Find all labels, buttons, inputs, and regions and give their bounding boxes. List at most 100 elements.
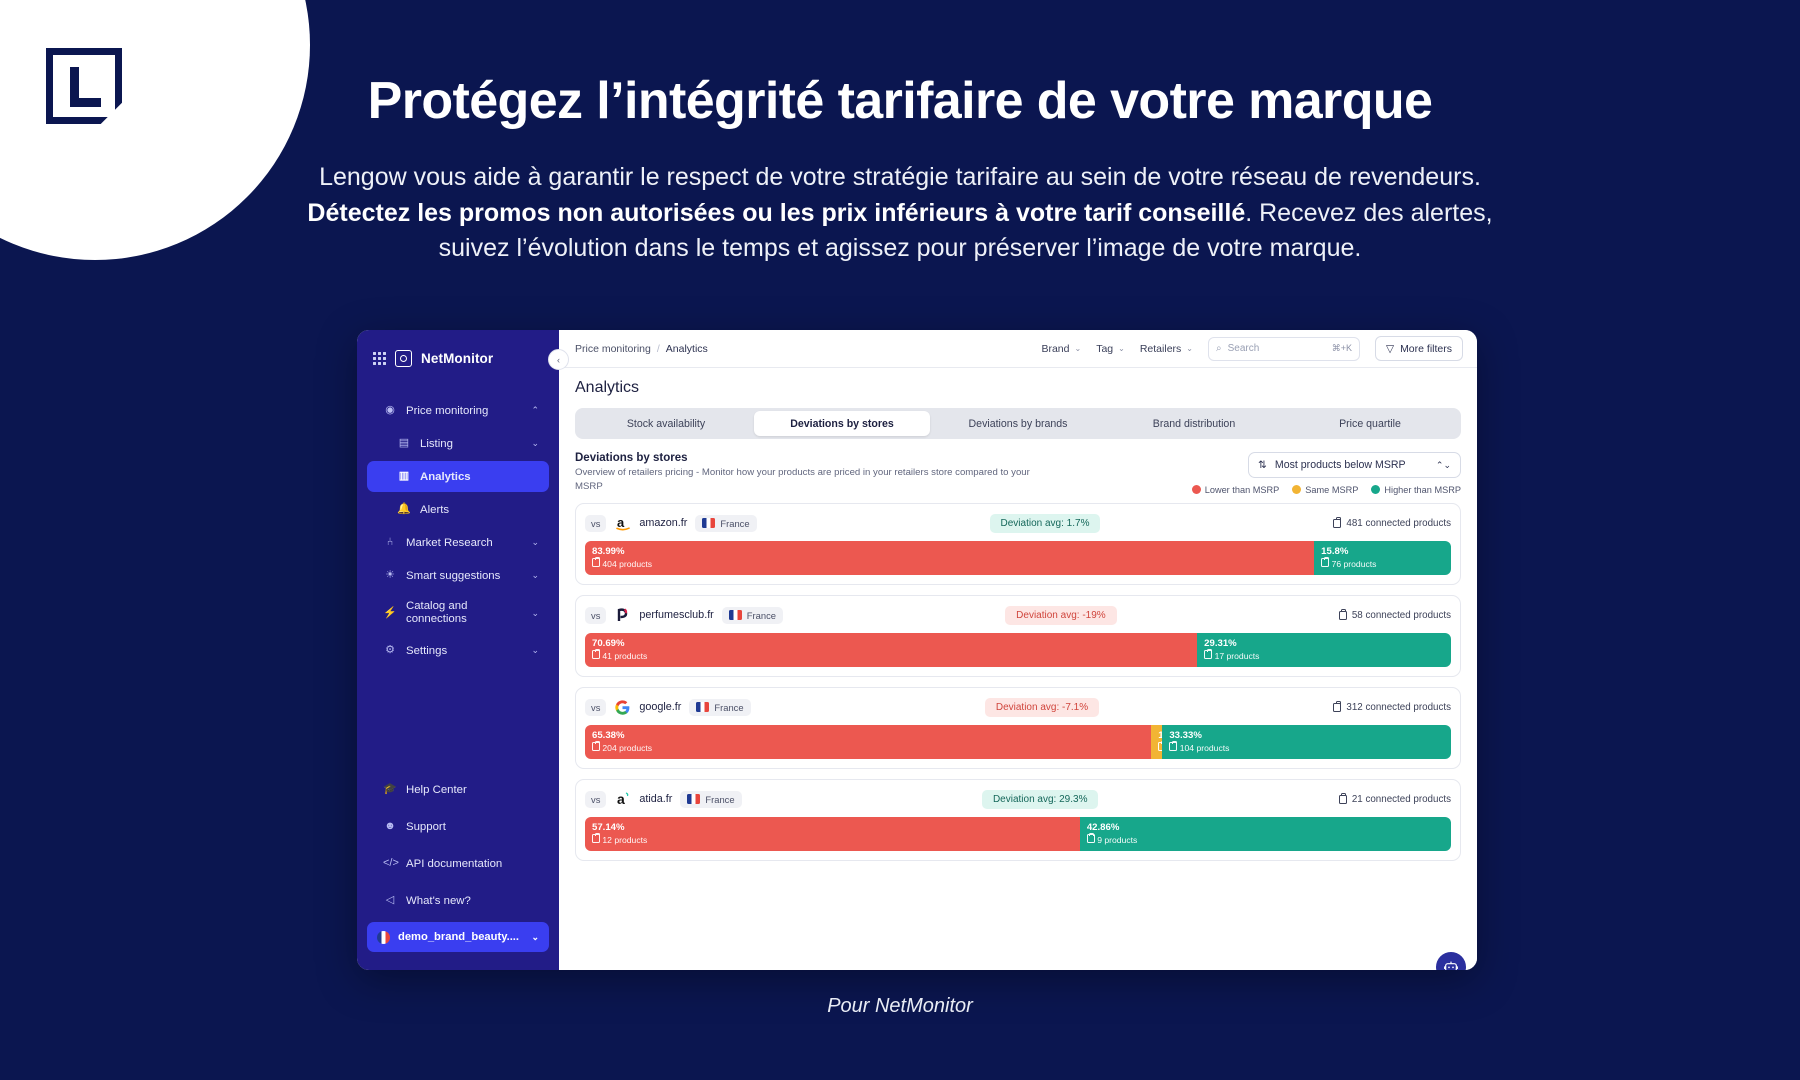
breadcrumb: Price monitoring / Analytics xyxy=(575,343,708,355)
graduation-cap-icon: 🎓 xyxy=(383,783,397,795)
megaphone-icon: ◁ xyxy=(385,894,395,906)
deviation-badge: Deviation avg: 29.3% xyxy=(981,789,1099,809)
filter-brand[interactable]: Brand ⌄ xyxy=(1041,343,1081,355)
chevron-down-icon[interactable]: ⌄ xyxy=(531,607,539,618)
segment-count-label: 41 products xyxy=(602,651,648,662)
tab-brand-distribution[interactable]: Brand distribution xyxy=(1152,417,1236,430)
segment-count: 17 products xyxy=(1204,648,1451,662)
sidebar-item-listing[interactable]: ▤ Listing ⌄ xyxy=(367,428,549,459)
chevron-up-icon[interactable]: ⌃ xyxy=(531,405,539,415)
chatbot-fab[interactable] xyxy=(1436,952,1466,970)
bag-icon xyxy=(592,556,600,568)
sidebar-item-api-documentation[interactable]: </> API documentation xyxy=(367,848,549,879)
france-flag-icon xyxy=(696,702,710,712)
segment-percent: 57.14% xyxy=(592,822,625,834)
bar-segment-higher[interactable]: 29.31% 17 products xyxy=(1197,633,1451,667)
sidebar-item-label: Support xyxy=(406,820,446,833)
deviation-bar: 70.69% 41 products 29.31% 17 products xyxy=(585,633,1451,667)
sidebar-item-support[interactable]: ☻ Support xyxy=(367,811,549,842)
search-input[interactable]: ⌕ Search ⌘+K xyxy=(1207,336,1360,361)
sidebar-item-smart-suggestions[interactable]: ☀ Smart suggestions ⌄ xyxy=(367,560,549,591)
topbar-controls: Brand ⌄ Tag ⌄ Retailers ⌄ ⌕ Search ⌘+K xyxy=(1041,336,1463,361)
retailer-card[interactable]: vs google.fr France Deviation avg: -7.1%… xyxy=(575,687,1461,769)
tab-stock-availability[interactable]: Stock availability xyxy=(626,417,706,430)
tab-price-quartile[interactable]: Price quartile xyxy=(1339,417,1401,430)
sidebar-item-label: Catalog and connections xyxy=(406,599,468,625)
sidebar-brand[interactable]: NetMonitor xyxy=(357,330,559,387)
bar-segment-lower[interactable]: 57.14% 12 products xyxy=(585,817,1080,851)
filter-tag[interactable]: Tag ⌄ xyxy=(1096,343,1125,355)
bar-segment-higher[interactable]: 42.86% 9 products xyxy=(1079,817,1451,851)
retailer-name: google.fr xyxy=(639,701,682,713)
retailer-card[interactable]: vs perfumesclub.fr France Deviation avg:… xyxy=(575,595,1461,677)
chevron-down-icon[interactable]: ⌄ xyxy=(531,570,539,580)
legend-swatch-same xyxy=(1292,485,1302,494)
filter-brand-label: Brand xyxy=(1041,342,1070,355)
app-grid-icon[interactable] xyxy=(373,352,386,365)
hero-section: Protégez l’intégrité tarifaire de votre … xyxy=(0,0,1800,267)
connected-products-label: 21 connected products xyxy=(1351,793,1451,805)
sidebar-item-label: Analytics xyxy=(420,470,471,483)
more-filters-label: More filters xyxy=(1400,342,1452,355)
chevron-down-icon[interactable]: ⌄ xyxy=(531,438,539,448)
bar-segment-lower[interactable]: 65.38% 204 products xyxy=(585,725,1152,759)
chart-legend: Lower than MSRP Same MSRP Higher than MS… xyxy=(1191,485,1461,495)
bolt-icon: ⚡ xyxy=(383,606,397,619)
topbar: Price monitoring / Analytics Brand ⌄ Tag… xyxy=(559,330,1477,368)
bag-icon xyxy=(592,648,600,660)
filter-retailers[interactable]: Retailers ⌄ xyxy=(1140,343,1193,355)
sidebar-nav: ◉ Price monitoring ⌃ ▤ Listing ⌄ ▥ Analy… xyxy=(357,393,559,668)
filter-retailers-label: Retailers xyxy=(1139,342,1182,355)
sidebar-item-catalog-and-connections[interactable]: ⚡ Catalog and connections ⌄ xyxy=(367,593,549,633)
segment-count: 204 products xyxy=(592,740,1151,754)
sidebar-item-help-center[interactable]: 🎓 Help Center xyxy=(367,774,549,805)
connected-products-label: 58 connected products xyxy=(1351,609,1451,621)
france-flag-icon xyxy=(702,518,716,528)
sidebar-item-settings[interactable]: ⚙ Settings ⌄ xyxy=(367,635,549,666)
country-chip: France xyxy=(680,790,742,808)
retailer-card[interactable]: vs a amazon.fr France Deviation avg: 1.7… xyxy=(575,503,1461,585)
more-filters-button[interactable]: ▽ More filters xyxy=(1374,336,1463,361)
sidebar-item-alerts[interactable]: 🔔 Alerts xyxy=(367,494,549,525)
retailer-card[interactable]: vs a atida.fr France Deviation avg: 29.3… xyxy=(575,779,1461,861)
chevron-down-icon[interactable]: ⌄ xyxy=(531,537,539,547)
sidebar-bottom-nav: 🎓 Help Center ☻ Support </> API document… xyxy=(357,772,559,960)
segment-count-label: 17 products xyxy=(1214,651,1260,662)
sidebar-item-whats-new[interactable]: ◁ What's new? xyxy=(367,885,549,916)
bar-chart-icon: ▥ xyxy=(398,470,410,482)
bag-icon xyxy=(1158,740,1163,752)
breadcrumb-root[interactable]: Price monitoring xyxy=(575,342,651,355)
sidebar-item-label: Help Center xyxy=(406,783,467,796)
sidebar-item-label: Settings xyxy=(406,644,448,657)
sidebar: NetMonitor ◉ Price monitoring ⌃ ▤ Listin… xyxy=(357,330,559,970)
country-chip: France xyxy=(689,698,751,716)
bar-segment-lower[interactable]: 83.99% 404 products xyxy=(585,541,1315,575)
bag-icon xyxy=(1338,793,1347,804)
sidebar-item-market-research[interactable]: ⑃ Market Research ⌄ xyxy=(367,527,549,558)
bar-segment-higher[interactable]: 33.33% 104 products xyxy=(1162,725,1451,759)
connected-products-label: 312 connected products xyxy=(1346,701,1451,713)
bar-segment-same[interactable]: 1.28% 4 products xyxy=(1151,725,1163,759)
deviation-bar: 83.99% 404 products 15.8% 76 products xyxy=(585,541,1451,575)
sidebar-item-analytics[interactable]: ▥ Analytics xyxy=(367,461,549,492)
chevron-down-icon[interactable]: ⌄ xyxy=(531,645,539,655)
page-header: Analytics xyxy=(559,368,1477,397)
account-switcher[interactable]: demo_brand_beauty.... ⌄ xyxy=(367,922,549,952)
gear-icon: ⚙ xyxy=(385,644,395,656)
sidebar-collapse-button[interactable]: ‹ xyxy=(548,349,569,370)
sort-select[interactable]: ⇅ Most products below MSRP ⌃⌄ xyxy=(1248,452,1461,478)
legend-item-same: Same MSRP xyxy=(1292,485,1358,495)
chevron-down-icon[interactable]: ⌄ xyxy=(531,931,539,942)
tab-deviations-by-brands[interactable]: Deviations by brands xyxy=(968,417,1068,430)
sidebar-item-price-monitoring[interactable]: ◉ Price monitoring ⌃ xyxy=(367,395,549,426)
bar-segment-lower[interactable]: 70.69% 41 products xyxy=(585,633,1198,667)
segment-count-label: 404 products xyxy=(602,559,653,570)
bar-segment-higher[interactable]: 15.8% 76 products xyxy=(1314,541,1451,575)
stepper-icon[interactable]: ⌃⌄ xyxy=(1435,459,1451,470)
segment-count-label: 204 products xyxy=(602,743,653,754)
tab-deviations-by-stores[interactable]: Deviations by stores xyxy=(754,411,930,436)
section-header-controls: ⇅ Most products below MSRP ⌃⌄ Lower than… xyxy=(1191,452,1461,495)
breadcrumb-current: Analytics xyxy=(665,342,708,355)
svg-text:a: a xyxy=(617,791,625,807)
segment-percent: 29.31% xyxy=(1204,638,1237,650)
